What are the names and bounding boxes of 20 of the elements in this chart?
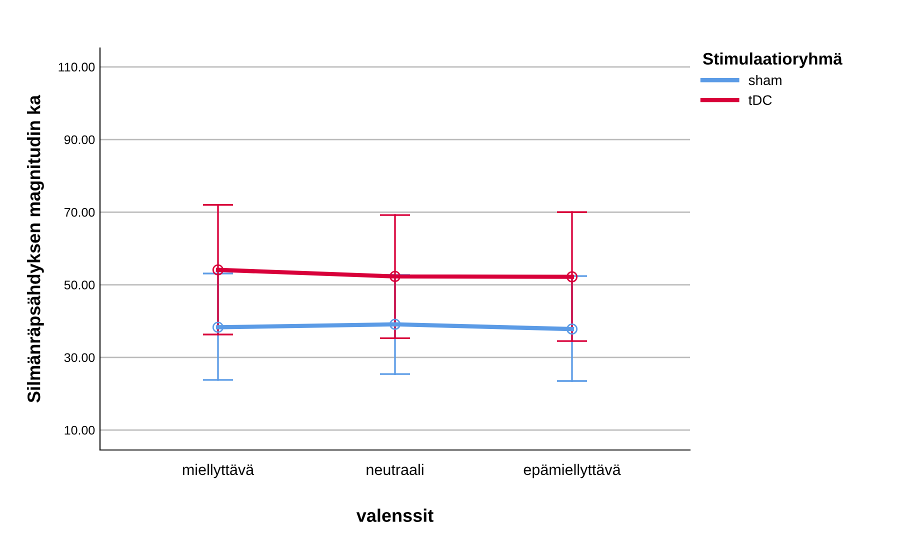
legend-label: sham (748, 74, 782, 86)
x-tick-label: neutraali (366, 464, 424, 476)
legend-label: tDC (748, 95, 772, 106)
x-tick-label: epämiellyttävä (524, 464, 621, 478)
y-tick-label: 110.00 (58, 62, 95, 72)
y-tick-label: 90.00 (64, 135, 95, 144)
point (389, 270, 401, 282)
point (212, 322, 224, 333)
y-tick-label: 50.00 (64, 280, 95, 290)
x-tick-label: miellyttävä (182, 464, 254, 478)
y-tick-label: 30.00 (64, 353, 95, 362)
point (389, 318, 401, 330)
y-axis-title: Silmänräpsähdyksen magnitudin ka (27, 94, 44, 402)
y-tick-label: 10.00 (64, 426, 95, 435)
y-tick-label: 70.00 (64, 208, 95, 217)
legend-title: Stimulaatioryhmä (702, 52, 842, 68)
point (566, 271, 578, 282)
point (212, 264, 224, 276)
x-axis-title: valenssit (356, 508, 434, 522)
point (566, 324, 578, 335)
